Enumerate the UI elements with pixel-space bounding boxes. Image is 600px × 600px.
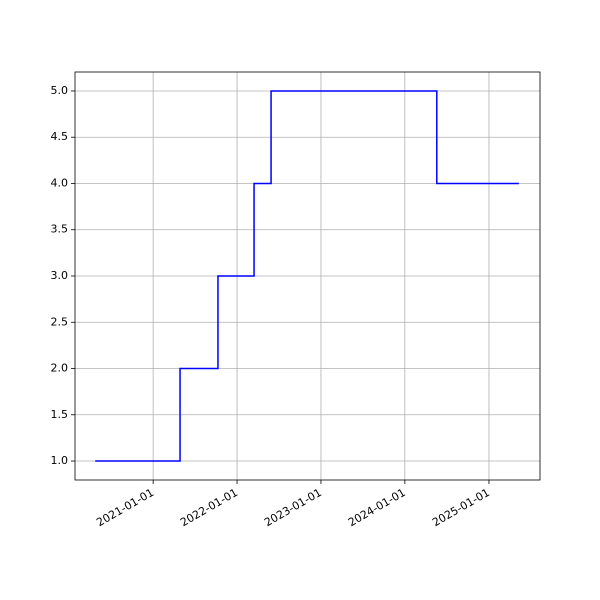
plot-frame [74,71,541,481]
y-tick-label: 2.5 [51,315,69,328]
y-tick-label: 4.0 [51,176,69,189]
x-tick-label: 2021-01-01 [94,486,156,529]
y-tick-label: 3.0 [51,269,69,282]
y-tick-label: 4.5 [51,130,69,143]
y-tick-label: 5.0 [51,84,69,97]
x-tick-label: 2024-01-01 [346,486,408,529]
step-line [95,90,519,462]
x-tick-label: 2025-01-01 [430,486,492,529]
y-tick-label: 1.5 [51,408,69,421]
x-tick-label: 2023-01-01 [262,486,324,529]
x-tick-label: 2022-01-01 [178,486,240,529]
y-tick-label: 1.0 [51,454,69,467]
y-tick-label: 3.5 [51,223,69,236]
y-tick-label: 2.0 [51,362,69,375]
